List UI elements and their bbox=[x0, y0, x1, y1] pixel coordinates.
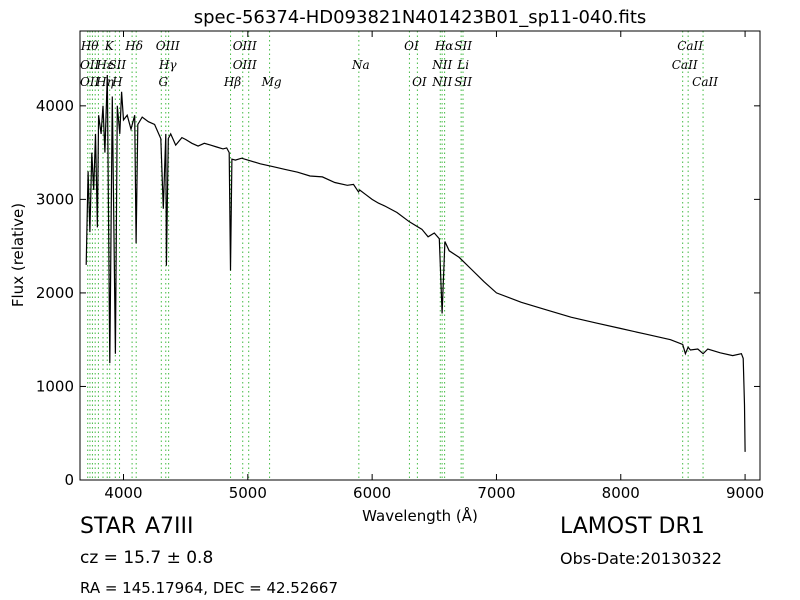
object-subclass: A7III bbox=[145, 514, 194, 539]
x-tick-label: 4000 bbox=[104, 484, 142, 502]
y-axis-label: Flux (relative) bbox=[9, 203, 27, 307]
plot-frame bbox=[79, 30, 761, 481]
y-tick-label: 0 bbox=[64, 471, 74, 489]
redshift-value: cz = 15.7 ± 0.8 bbox=[80, 548, 214, 568]
spectral-line-label: OI bbox=[404, 39, 419, 53]
spectral-line-label: Hθ bbox=[80, 39, 99, 53]
x-tick-label: 7000 bbox=[477, 484, 515, 502]
spectral-line-label: Hδ bbox=[124, 39, 143, 53]
x-tick-label: 6000 bbox=[353, 484, 391, 502]
x-tick-label: 5000 bbox=[229, 484, 267, 502]
spectral-line-label: Hη bbox=[95, 75, 114, 89]
survey-name: LAMOST DR1 bbox=[560, 514, 705, 539]
spectral-line-label: OIII bbox=[156, 39, 180, 53]
x-axis-label: Wavelength (Å) bbox=[362, 506, 478, 525]
spectral-line-label: Hγ bbox=[158, 58, 177, 72]
y-tick-label: 4000 bbox=[36, 97, 74, 115]
spectral-line-label: K bbox=[104, 39, 115, 53]
spectral-line-label: OIII bbox=[233, 39, 257, 53]
spectral-line-label: Li bbox=[456, 58, 469, 72]
spectral-line-label: SII bbox=[454, 75, 472, 89]
spectral-line-label: OIII bbox=[233, 58, 257, 72]
spectral-line-label: SII bbox=[108, 58, 126, 72]
coordinates: RA = 145.17964, DEC = 42.52667 bbox=[80, 579, 339, 597]
chart-title: spec-56374-HD093821N401423B01_sp11-040.f… bbox=[194, 7, 647, 28]
y-tick-label: 1000 bbox=[36, 377, 74, 395]
spectral-line-markers bbox=[87, 31, 704, 480]
spectral-line-label: SII bbox=[454, 39, 472, 53]
spectral-line-label: OII bbox=[80, 75, 100, 89]
spectral-line-label: CaII bbox=[672, 58, 698, 72]
observation-date: Obs-Date:20130322 bbox=[560, 549, 722, 568]
x-axis-ticks: 4000 5000 6000 7000 8000 9000 bbox=[104, 31, 764, 502]
y-axis-ticks: 0 1000 2000 3000 4000 bbox=[36, 97, 760, 489]
spectral-line-labels: HθOIIOIIHεHηKSIIHHδGOIIIHγHβOIIIOIIIMgNa… bbox=[80, 39, 718, 89]
spectral-line-label: H bbox=[111, 75, 123, 89]
object-class: STAR bbox=[80, 514, 137, 539]
spectral-line-label: Hα bbox=[434, 39, 454, 53]
spectral-line-label: Hε bbox=[96, 58, 114, 72]
spectral-line-label: CaII bbox=[677, 39, 703, 53]
spectral-line-label: NII bbox=[431, 58, 452, 72]
spectral-line-label: Hβ bbox=[223, 75, 241, 89]
y-tick-label: 2000 bbox=[36, 284, 74, 302]
spectral-line-label: G bbox=[159, 75, 169, 89]
spectral-line-label: CaII bbox=[692, 75, 718, 89]
spectrum-line bbox=[85, 74, 746, 452]
y-tick-label: 3000 bbox=[36, 190, 74, 208]
x-tick-label: 9000 bbox=[726, 484, 764, 502]
spectral-line-label: OII bbox=[80, 58, 100, 72]
spectral-line-label: OI bbox=[412, 75, 427, 89]
x-tick-label: 8000 bbox=[602, 484, 640, 502]
spectral-line-label: Na bbox=[351, 58, 370, 72]
spectral-line-label: Mg bbox=[261, 75, 282, 89]
spectral-line-label: NII bbox=[431, 75, 452, 89]
